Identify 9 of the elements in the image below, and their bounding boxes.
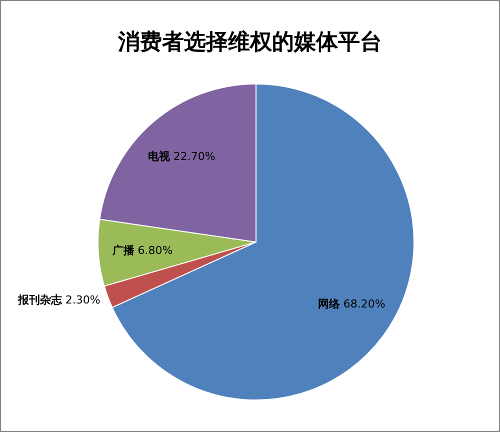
slice-label: 广播	[111, 243, 136, 256]
data-label: 6.80%	[134, 243, 173, 256]
data-label: 22.70%	[170, 149, 216, 162]
slice-label: 电视	[148, 149, 171, 162]
slice-label: 网络	[318, 297, 341, 310]
chart-title: 消费者选择维权的媒体平台	[116, 29, 383, 57]
data-label: 68.20%	[340, 297, 386, 310]
slice-label: 报刊杂志	[16, 293, 63, 306]
data-label: 2.30%	[62, 293, 100, 306]
